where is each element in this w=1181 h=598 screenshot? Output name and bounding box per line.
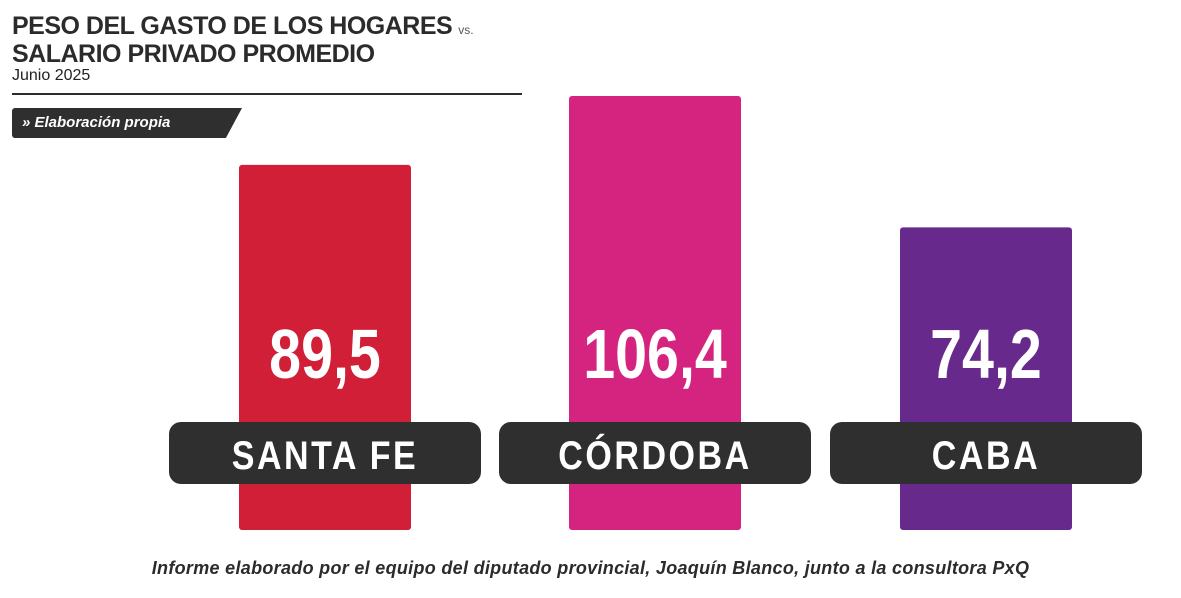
header-divider xyxy=(12,93,522,95)
category-pill-c-rdoba xyxy=(499,422,811,484)
value-label-c-rdoba: 106,4 xyxy=(583,315,727,394)
value-label-caba: 74,2 xyxy=(930,315,1042,394)
footnote: Informe elaborado por el equipo del dipu… xyxy=(151,558,1030,578)
category-label-c-rdoba: CÓRDOBA xyxy=(558,432,751,477)
chart-date: Junio 2025 xyxy=(12,67,91,84)
chart-title-part-1: PESO DEL GASTO DE LOS HOGARES xyxy=(12,12,453,40)
category-label-caba: CABA xyxy=(932,432,1040,477)
source-tag: » Elaboración propia xyxy=(12,108,242,138)
chart-header: PESO DEL GASTO DE LOS HOGARES vs. SALARIO… xyxy=(12,14,522,85)
category-pill-santa-fe xyxy=(169,422,481,484)
value-label-santa-fe: 89,5 xyxy=(269,315,381,394)
chart-title-line-2: SALARIO PRIVADO PROMEDIO xyxy=(12,40,375,68)
bar-c-rdoba xyxy=(569,96,741,530)
chart-title-line-1: PESO DEL GASTO DE LOS HOGARES vs. xyxy=(12,14,522,42)
category-pill-caba xyxy=(830,422,1142,484)
vs-label: vs. xyxy=(458,23,474,37)
category-label-santa-fe: SANTA FE xyxy=(232,432,419,477)
